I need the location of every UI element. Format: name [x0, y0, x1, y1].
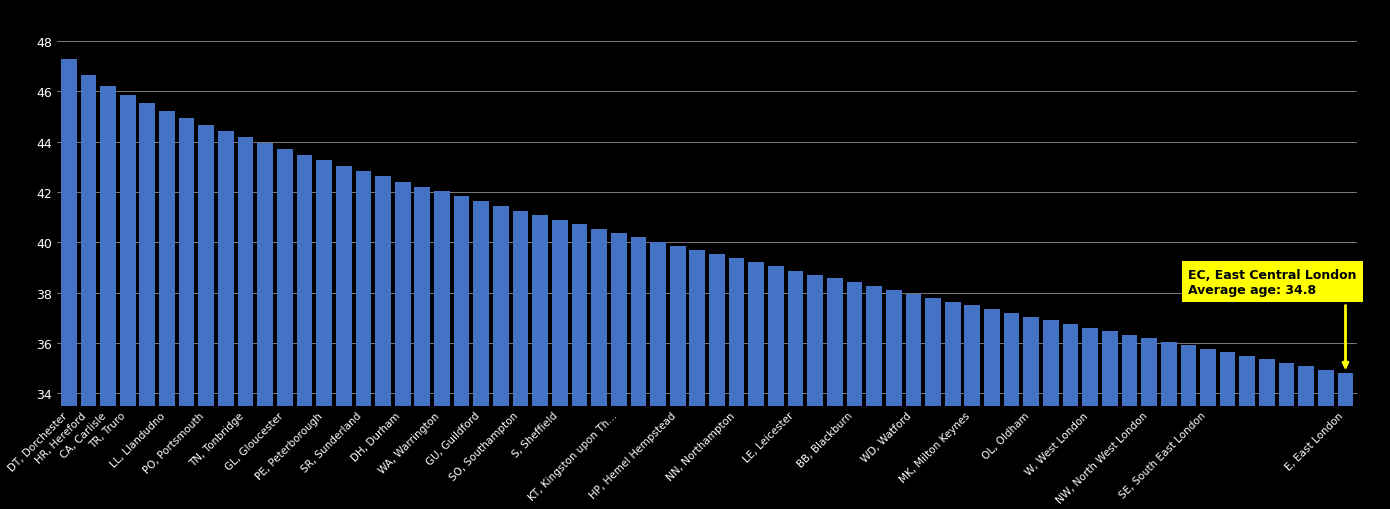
Bar: [728, 259, 745, 509]
Bar: [474, 202, 489, 509]
Bar: [610, 234, 627, 509]
Text: EC, East Central London
Average age: 34.8: EC, East Central London Average age: 34.…: [1188, 268, 1357, 367]
Bar: [257, 144, 272, 509]
Bar: [926, 298, 941, 509]
Bar: [905, 295, 922, 509]
Bar: [827, 279, 842, 509]
Bar: [336, 166, 352, 509]
Bar: [61, 60, 76, 509]
Bar: [1220, 353, 1236, 509]
Bar: [1318, 370, 1334, 509]
Bar: [808, 275, 823, 509]
Bar: [317, 161, 332, 509]
Bar: [1337, 373, 1354, 509]
Bar: [1141, 338, 1156, 509]
Bar: [158, 111, 175, 509]
Bar: [651, 242, 666, 509]
Bar: [375, 177, 391, 509]
Bar: [571, 224, 588, 509]
Bar: [885, 291, 902, 509]
Bar: [414, 187, 430, 509]
Bar: [689, 250, 705, 509]
Bar: [748, 263, 765, 509]
Bar: [1279, 363, 1294, 509]
Bar: [199, 125, 214, 509]
Bar: [1180, 346, 1197, 509]
Bar: [100, 87, 115, 509]
Bar: [1042, 321, 1059, 509]
Bar: [1122, 335, 1137, 509]
Bar: [1259, 360, 1275, 509]
Bar: [591, 229, 607, 509]
Bar: [945, 302, 960, 509]
Bar: [218, 132, 234, 509]
Bar: [513, 211, 528, 509]
Bar: [709, 254, 724, 509]
Bar: [1023, 317, 1040, 509]
Bar: [179, 119, 195, 509]
Bar: [1161, 342, 1176, 509]
Bar: [552, 220, 567, 509]
Bar: [847, 283, 862, 509]
Bar: [984, 309, 999, 509]
Bar: [356, 172, 371, 509]
Bar: [238, 138, 253, 509]
Bar: [769, 267, 784, 509]
Bar: [493, 207, 509, 509]
Bar: [1083, 328, 1098, 509]
Bar: [296, 156, 313, 509]
Bar: [81, 76, 96, 509]
Bar: [866, 287, 881, 509]
Bar: [120, 96, 136, 509]
Bar: [434, 192, 450, 509]
Bar: [1004, 313, 1019, 509]
Bar: [670, 246, 685, 509]
Bar: [453, 197, 470, 509]
Bar: [965, 306, 980, 509]
Bar: [1062, 324, 1079, 509]
Bar: [1240, 356, 1255, 509]
Bar: [631, 238, 646, 509]
Bar: [788, 271, 803, 509]
Bar: [395, 182, 410, 509]
Bar: [1200, 349, 1216, 509]
Bar: [139, 104, 156, 509]
Bar: [1298, 366, 1314, 509]
Bar: [277, 150, 293, 509]
Bar: [1102, 331, 1118, 509]
Bar: [532, 216, 548, 509]
